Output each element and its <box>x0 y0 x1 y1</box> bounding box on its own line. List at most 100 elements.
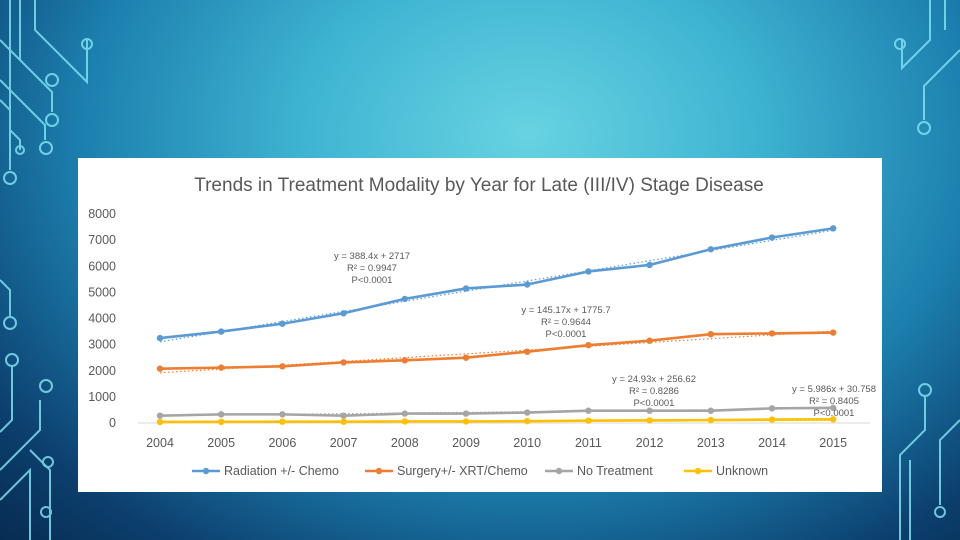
legend-label-3: Unknown <box>716 464 768 478</box>
legend-marker-0 <box>202 467 210 475</box>
data-point <box>524 281 531 288</box>
trend-equation-line: P<0.0001 <box>814 408 855 419</box>
data-point <box>830 225 837 232</box>
y-tick-label: 4000 <box>88 312 116 326</box>
data-point <box>279 320 286 327</box>
data-point <box>646 407 653 414</box>
data-point <box>156 418 164 426</box>
data-point <box>830 404 837 412</box>
y-tick-label: 2000 <box>88 364 116 378</box>
x-tick-label: 2013 <box>697 436 725 450</box>
x-tick-label: 2014 <box>758 436 786 450</box>
data-point <box>646 417 653 424</box>
data-point <box>340 418 347 425</box>
data-point <box>585 417 592 424</box>
trend-equation-line: R² = 0.9947 <box>347 263 397 274</box>
y-tick-label: 6000 <box>88 259 116 273</box>
data-point <box>462 410 470 417</box>
legend-marker-3 <box>694 467 702 475</box>
data-point <box>707 330 714 338</box>
data-point <box>524 409 531 416</box>
x-tick-label: 2004 <box>146 436 174 450</box>
legend-label-2: No Treatment <box>577 464 653 478</box>
data-point <box>830 329 837 336</box>
y-tick-label: 8000 <box>88 207 116 221</box>
y-tick-label: 3000 <box>88 338 116 352</box>
data-point <box>279 363 286 370</box>
data-point <box>462 418 470 425</box>
x-tick-label: 2009 <box>452 436 480 450</box>
data-point <box>218 411 225 418</box>
data-point <box>585 407 592 414</box>
data-point <box>340 310 347 317</box>
data-point <box>707 416 714 424</box>
data-point <box>646 261 653 269</box>
legend-marker-2 <box>555 467 563 475</box>
data-point <box>340 359 347 366</box>
x-tick-label: 2008 <box>391 436 419 450</box>
y-axis: 0 1000 2000 3000 4000 5000 6000 7000 8000 <box>88 207 116 430</box>
trend-equation-line: R² = 0.8405 <box>809 396 859 407</box>
trend-equation-line: R² = 0.9644 <box>541 317 591 328</box>
data-point <box>279 418 286 425</box>
data-point <box>707 407 714 414</box>
data-point <box>768 234 776 241</box>
x-tick-label: 2011 <box>575 436 602 450</box>
data-point <box>768 416 776 423</box>
series-line-2 <box>159 406 834 417</box>
x-tick-label: 2015 <box>819 436 847 450</box>
series-line-1 <box>159 331 834 370</box>
data-point <box>279 411 286 418</box>
y-tick-label: 0 <box>109 416 116 430</box>
trend-equation-line: P<0.0001 <box>352 275 393 286</box>
x-tick-label: 2007 <box>330 436 358 450</box>
y-tick-label: 7000 <box>88 233 116 247</box>
trend-equation-line: P<0.0001 <box>634 398 675 409</box>
y-tick-label: 1000 <box>88 390 116 404</box>
data-point <box>524 417 531 425</box>
trend-equation-line: y = 24.93x + 256.62 <box>612 374 696 385</box>
trend-equation-line: y = 5.986x + 30.758 <box>792 384 876 395</box>
data-point <box>768 330 776 337</box>
series-line-0 <box>159 227 834 340</box>
data-point <box>401 418 408 425</box>
legend-label-1: Surgery+/- XRT/Chemo <box>397 464 528 478</box>
data-point <box>707 246 714 253</box>
x-tick-label: 2012 <box>636 436 664 450</box>
data-point <box>340 412 347 419</box>
x-axis: 2004 2005 2006 2007 2008 2009 2010 2011 2012 2013… <box>146 436 847 450</box>
data-point <box>401 410 408 417</box>
x-tick-label: 2006 <box>268 436 296 450</box>
data-point <box>462 354 470 361</box>
data-point <box>401 357 408 364</box>
data-point <box>768 405 776 412</box>
data-point <box>401 295 408 303</box>
data-point <box>646 337 653 344</box>
line-chart: Trends in Treatment Modality by Year for… <box>88 175 876 478</box>
legend: Radiation +/- Chemo Surgery+/- XRT/Chemo N… <box>192 464 768 478</box>
legend-label-0: Radiation +/- Chemo <box>224 464 339 478</box>
legend-marker-1 <box>375 467 383 475</box>
x-tick-label: 2010 <box>513 436 541 450</box>
y-tick-label: 5000 <box>88 285 116 299</box>
series-line-3 <box>159 418 834 424</box>
data-point <box>218 364 225 371</box>
data-point <box>156 412 164 419</box>
data-point <box>830 416 837 423</box>
data-point <box>218 328 225 335</box>
trend-equation-line: R² = 0.8286 <box>629 386 679 397</box>
data-point <box>156 334 164 342</box>
data-point <box>585 341 592 349</box>
data-point <box>156 365 164 372</box>
trend-equation-line: y = 388.4x + 2717 <box>334 251 410 262</box>
data-point <box>218 418 225 426</box>
trend-equation-line: P<0.0001 <box>546 329 587 340</box>
x-tick-label: 2005 <box>207 436 235 450</box>
data-point <box>462 285 470 292</box>
chart-panel: Trends in Treatment Modality by Year for… <box>78 158 882 492</box>
trend-equation-line: y = 145.17x + 1775.7 <box>521 305 610 316</box>
chart-title: Trends in Treatment Modality by Year for… <box>194 175 764 196</box>
series-lines <box>156 225 837 426</box>
